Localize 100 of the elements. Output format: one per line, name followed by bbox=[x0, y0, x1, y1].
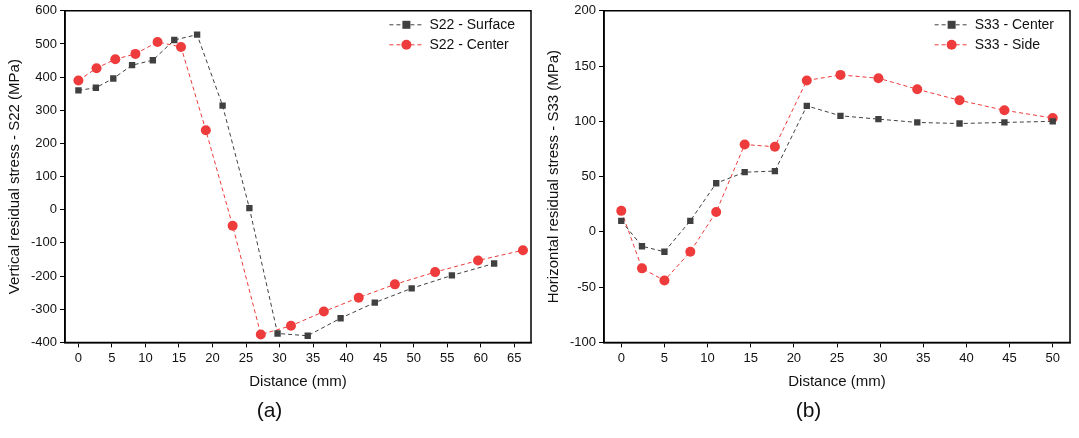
y-tick-label: 0 bbox=[588, 223, 597, 239]
x-tick-label: 25 bbox=[238, 349, 254, 365]
y-tick-label: 500 bbox=[35, 35, 58, 51]
y-axis-title: Horizontal residual stress - S33 (MPa) bbox=[544, 49, 562, 304]
x-tick-label: 40 bbox=[339, 349, 354, 365]
text: (a) bbox=[256, 398, 283, 422]
point bbox=[408, 285, 415, 292]
x-tick-label: 0 bbox=[617, 349, 625, 365]
x-tick-label: 10 bbox=[700, 349, 715, 365]
x-tick-label: 15 bbox=[171, 349, 187, 365]
point bbox=[739, 139, 750, 150]
point bbox=[75, 87, 82, 94]
y-tick-label: 300 bbox=[35, 101, 58, 117]
y-tick-label: 600 bbox=[35, 2, 58, 18]
point bbox=[274, 330, 281, 337]
x-tick-label: 35 bbox=[916, 349, 931, 365]
point bbox=[1001, 119, 1008, 126]
y-tick-label: 100 bbox=[574, 112, 597, 128]
y-tick-label: 200 bbox=[574, 2, 597, 18]
point bbox=[130, 48, 141, 59]
point bbox=[110, 75, 117, 82]
x-tick-label: 50 bbox=[406, 349, 421, 365]
point bbox=[337, 315, 344, 322]
point bbox=[741, 169, 748, 176]
y-tick-label: 400 bbox=[35, 68, 58, 84]
point bbox=[176, 41, 187, 52]
x-tick-label: 45 bbox=[1002, 349, 1017, 365]
y-tick-label: -50 bbox=[577, 278, 597, 294]
point bbox=[371, 299, 378, 306]
point bbox=[914, 119, 921, 126]
point bbox=[255, 329, 266, 340]
x-tick-label: 0 bbox=[74, 349, 83, 365]
x-tick-label: 20 bbox=[786, 349, 802, 365]
x-tick-label: 25 bbox=[829, 349, 845, 365]
x-tick-label: 20 bbox=[205, 349, 220, 365]
point bbox=[448, 272, 456, 279]
point bbox=[837, 112, 844, 119]
x-tick-label: 45 bbox=[372, 349, 388, 365]
y-tick-label: 100 bbox=[35, 168, 58, 184]
x-axis-title: Distance (mm) bbox=[788, 372, 886, 390]
point bbox=[353, 292, 364, 303]
point bbox=[954, 95, 965, 106]
point bbox=[616, 205, 627, 216]
point bbox=[769, 141, 780, 152]
point bbox=[956, 120, 963, 127]
point bbox=[912, 84, 923, 95]
point bbox=[636, 263, 647, 274]
y-tick-label: -300 bbox=[30, 300, 58, 316]
point bbox=[685, 246, 696, 257]
point bbox=[318, 306, 329, 317]
point bbox=[835, 69, 846, 80]
point bbox=[659, 275, 670, 286]
point bbox=[246, 204, 253, 212]
point bbox=[711, 206, 722, 217]
point bbox=[999, 105, 1010, 116]
point bbox=[801, 75, 812, 86]
legend-label: S33 - Center bbox=[974, 15, 1055, 32]
x-tick-label: 35 bbox=[305, 349, 321, 365]
point bbox=[473, 255, 484, 266]
y-tick-label: -200 bbox=[30, 267, 58, 283]
x-tick-label: 65 bbox=[507, 349, 522, 365]
y-tick-label: 50 bbox=[581, 168, 597, 184]
x-tick-label: 15 bbox=[743, 349, 758, 365]
y-axis-title: Vertical residual stress - S22 (MPa) bbox=[5, 59, 23, 295]
legend-label: S22 - Center bbox=[429, 35, 510, 52]
point bbox=[152, 36, 163, 47]
x-tick-label: 60 bbox=[473, 349, 488, 365]
x-axis-title: Distance (mm) bbox=[249, 372, 347, 390]
point bbox=[110, 54, 121, 65]
x-tick-label: 50 bbox=[1045, 349, 1060, 365]
text: (b) bbox=[795, 398, 822, 422]
x-tick-label: 30 bbox=[272, 349, 287, 365]
point bbox=[389, 279, 400, 290]
point bbox=[875, 115, 882, 123]
point bbox=[873, 73, 884, 84]
y-tick-label: -400 bbox=[30, 333, 58, 349]
point bbox=[200, 125, 211, 136]
point bbox=[219, 102, 226, 109]
point bbox=[285, 320, 296, 331]
y-tick-label: 0 bbox=[49, 201, 58, 217]
legend-label: S22 - Surface bbox=[429, 15, 516, 32]
point bbox=[91, 63, 102, 74]
x-tick-label: 30 bbox=[872, 349, 888, 365]
point bbox=[430, 267, 441, 278]
point bbox=[490, 260, 498, 267]
point bbox=[193, 31, 201, 38]
point bbox=[1049, 118, 1056, 125]
x-tick-label: 5 bbox=[660, 349, 669, 365]
point bbox=[73, 75, 84, 86]
legend-label: S33 - Side bbox=[974, 35, 1041, 52]
y-tick-label: -100 bbox=[30, 234, 58, 250]
y-tick-label: 150 bbox=[574, 57, 597, 73]
x-tick-label: 10 bbox=[138, 349, 153, 365]
point bbox=[661, 248, 668, 255]
y-tick-label: 200 bbox=[35, 135, 58, 151]
x-tick-label: 5 bbox=[108, 349, 116, 365]
point bbox=[517, 245, 528, 256]
point bbox=[227, 220, 238, 231]
x-tick-label: 55 bbox=[439, 349, 455, 365]
x-tick-label: 40 bbox=[959, 349, 974, 365]
